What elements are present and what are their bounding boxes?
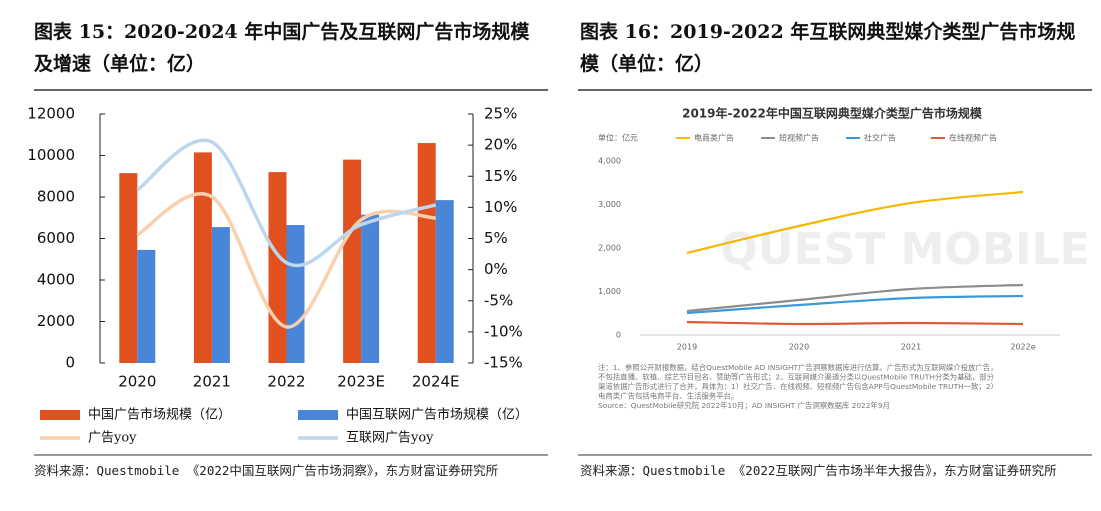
- line: [136, 138, 437, 268]
- source: 资料来源：Questmobile 《2022中国互联网广告市场洞察》，东方财富证…: [34, 463, 499, 478]
- legend-label: 在线视频广告: [949, 133, 997, 143]
- line: [686, 320, 1024, 326]
- bar: [417, 143, 436, 363]
- y2-tick-label: -5%: [484, 291, 513, 309]
- line: [686, 283, 1024, 313]
- x-tick-label: 2023E: [337, 373, 385, 391]
- y2-tick-label: -10%: [484, 322, 523, 340]
- y2-tick-label: 15%: [484, 167, 517, 185]
- inner-title: 2019年-2022年中国互联网典型媒介类型广告市场规模: [682, 106, 983, 121]
- y-tick-label: 0: [65, 354, 75, 372]
- y-tick-label: 12000: [27, 105, 75, 123]
- legend-swatch: [298, 410, 338, 420]
- bar: [268, 172, 287, 363]
- note: 注：1、参照公开财报数据，结合QuestMobile AD INSIGHT广告洞…: [598, 363, 998, 372]
- x-tick-label: 2019: [677, 343, 697, 352]
- x-tick-label: 2021: [901, 343, 921, 352]
- x-tick-label: 2021: [193, 373, 231, 391]
- y2-tick-label: -15%: [484, 354, 523, 372]
- source: 资料来源：Questmobile 《2022互联网广告市场半年大报告》，东方财富…: [580, 463, 1057, 478]
- legend-label: 短视频广告: [779, 133, 819, 143]
- x-tick-label: 2022e: [1010, 343, 1035, 352]
- x-tick-label: 2020: [118, 373, 156, 391]
- bar: [137, 249, 156, 363]
- y-tick-label: 0: [616, 331, 621, 340]
- legend-label: 中国广告市场规模（亿）: [88, 407, 231, 423]
- unit-label: 单位：亿元: [598, 133, 638, 143]
- y-tick-label: 10000: [27, 146, 75, 164]
- y-tick-label: 2000: [37, 312, 75, 330]
- watermark: QUEST MOBILE: [720, 224, 1089, 275]
- y2-tick-label: 25%: [484, 105, 517, 123]
- note: Source：QuestMobile研究院 2022年10月；AD INSIGH…: [598, 401, 890, 410]
- legend-label: 中国互联网广告市场规模（亿）: [346, 407, 528, 423]
- line: [686, 190, 1024, 255]
- bar: [119, 173, 138, 363]
- legend-swatch: [40, 410, 80, 420]
- note: 电商类广告包括电商平台、生活服务平台。: [598, 392, 738, 401]
- bar: [193, 152, 212, 363]
- note: 不包括直播、软植、综艺节目冠名、赞助等广告形式；2、互联网媒介渠道分类以Ques…: [598, 373, 995, 382]
- figure-title: 图表 15：2020-2024 年中国广告及互联网广告市场规模及增速（单位：亿）: [34, 21, 530, 75]
- bar: [211, 227, 230, 363]
- legend-label: 互联网广告yoy: [346, 431, 434, 446]
- y-tick-label: 3,000: [598, 200, 621, 209]
- legend-label: 社交广告: [864, 133, 896, 143]
- bar: [286, 225, 305, 363]
- image-bg: [582, 95, 1088, 427]
- x-tick-label: 2024E: [412, 373, 460, 391]
- y2-tick-label: 5%: [484, 229, 508, 247]
- y-tick-label: 8000: [37, 188, 75, 206]
- legend-label: 电商类广告: [694, 133, 734, 143]
- x-tick-label: 2020: [789, 343, 809, 352]
- figure-title: 图表 16：2019-2022 年互联网典型媒介类型广告市场规模（单位：亿）: [580, 21, 1076, 75]
- y-tick-label: 4,000: [598, 157, 621, 166]
- y-tick-label: 1,000: [598, 287, 621, 296]
- bar: [343, 159, 362, 363]
- line: [136, 192, 436, 329]
- line: [686, 294, 1024, 315]
- bar: [361, 214, 380, 363]
- y2-tick-label: 10%: [484, 198, 517, 216]
- y-tick-label: 2,000: [598, 244, 621, 253]
- y2-tick-label: 0%: [484, 260, 508, 278]
- y-tick-label: 6000: [37, 229, 75, 247]
- note: 渠道依据广告形式进行了合并，具体为：1）社交广告、在线视频、短视频广告包含APP…: [598, 382, 998, 391]
- bar: [435, 200, 454, 363]
- y2-tick-label: 20%: [484, 136, 517, 154]
- y-tick-label: 4000: [37, 271, 75, 289]
- legend-label: 广告yoy: [88, 431, 137, 446]
- x-tick-label: 2022: [267, 373, 305, 391]
